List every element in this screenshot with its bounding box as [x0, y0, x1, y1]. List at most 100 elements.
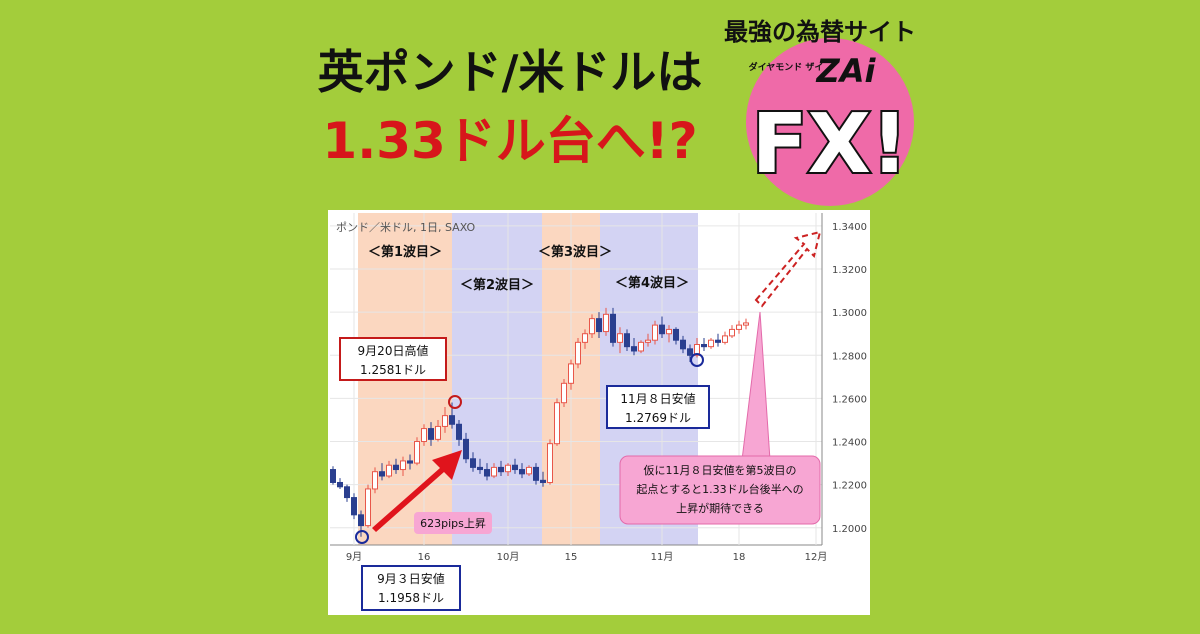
candle-body: [351, 497, 357, 516]
logo-circle: [746, 38, 914, 206]
headline-2: 1.33ドル台へ!?: [322, 112, 697, 170]
y-tick-label: 1.2800: [832, 351, 867, 362]
logo-tagline: 最強の為替サイト: [724, 18, 916, 46]
candle-body: [463, 438, 469, 460]
forecast-text: 起点とすると1.33ドル台後半への: [636, 482, 803, 496]
candle-body: [603, 313, 609, 333]
candle-body: [365, 488, 371, 527]
candle-body: [624, 333, 630, 348]
candle-body: [582, 333, 588, 343]
candle-body: [715, 339, 721, 343]
callout-box: [361, 565, 461, 611]
candle-body: [505, 464, 511, 473]
forecast-box: [619, 455, 821, 525]
candle-body: [386, 464, 392, 477]
candle-body: [330, 469, 336, 483]
wave-label: ＜第2波目＞: [460, 277, 534, 293]
y-tick-label: 1.2400: [832, 438, 867, 449]
logo-brand: ZAi: [816, 52, 877, 90]
candle-body: [519, 469, 525, 475]
candle-body: [722, 335, 728, 343]
candle-body: [379, 471, 385, 477]
x-tick-label: 15: [565, 552, 578, 563]
rise-arrow: [372, 450, 462, 532]
callout-box: [339, 337, 447, 381]
callout-text: 1.1958ドル: [378, 591, 444, 605]
y-tick-label: 1.2600: [832, 394, 867, 405]
callout-text: 1.2769ドル: [625, 411, 691, 425]
candle-body: [687, 348, 693, 356]
wave-band: [452, 213, 542, 545]
candle-body: [729, 328, 735, 337]
candle-body: [680, 339, 686, 350]
candle-body: [407, 460, 413, 464]
x-tick-label: 12月: [805, 551, 828, 563]
candle-body: [512, 464, 518, 471]
y-tick-label: 1.3200: [832, 265, 867, 276]
chart-title: ポンド／米ドル, 1日, SAXO: [336, 221, 476, 234]
forecast-text: 仮に11月８日安値を第5波目の: [644, 463, 797, 477]
candle-body: [631, 346, 637, 352]
candle-body: [344, 486, 350, 499]
candle-body: [358, 514, 364, 527]
candle-body: [442, 415, 448, 427]
candle-body: [638, 341, 644, 352]
headline: 英ポンド/米ドルは: [318, 45, 703, 99]
candle-body: [575, 341, 581, 365]
candle-body: [708, 339, 714, 348]
candle-body: [435, 425, 441, 440]
rise-label-box: [414, 512, 492, 534]
x-tick-label: 11月: [651, 551, 674, 563]
candle-body: [470, 458, 476, 468]
callout-marker: [355, 530, 369, 544]
candle-body: [421, 428, 427, 443]
candle-body: [666, 328, 672, 335]
projection-arrow: [754, 230, 822, 308]
callout-box: [606, 385, 710, 429]
candle-body: [484, 469, 490, 477]
candle-body: [547, 443, 553, 483]
forecast-text: 上昇が期待できる: [676, 501, 764, 515]
candle-body: [540, 479, 546, 483]
candle-body: [617, 333, 623, 343]
candle-body: [372, 471, 378, 490]
x-tick-label: 9月: [346, 551, 362, 563]
candle-body: [694, 344, 700, 356]
callout-text: 1.2581ドル: [360, 363, 426, 377]
wave-label: ＜第3波目＞: [538, 244, 612, 260]
rise-label: 623pips上昇: [420, 517, 486, 530]
candle-body: [645, 339, 651, 343]
candle-body: [449, 415, 455, 425]
y-tick-label: 1.3000: [832, 308, 867, 319]
x-tick-label: 10月: [497, 551, 520, 563]
candle-body: [393, 464, 399, 471]
candle-body: [701, 344, 707, 348]
logo-fx: FX!: [752, 97, 909, 192]
y-tick-label: 1.3400: [832, 222, 867, 233]
candle-body: [652, 324, 658, 341]
x-tick-label: 18: [733, 552, 746, 563]
callout-marker: [690, 353, 704, 367]
wave-label: ＜第1波目＞: [368, 244, 442, 260]
candle-body: [610, 313, 616, 343]
candle-body: [533, 466, 539, 481]
candle-body: [736, 324, 742, 330]
callout-marker: [448, 395, 462, 409]
candle-body: [337, 481, 343, 488]
candle-body: [589, 318, 595, 335]
candle-body: [491, 466, 497, 477]
candle-body: [596, 318, 602, 333]
callout-text: 11月８日安値: [620, 391, 695, 406]
candle-body: [498, 466, 504, 473]
wave-label: ＜第4波目＞: [615, 275, 689, 291]
candle-body: [568, 363, 574, 384]
logo-small: ダイヤモンド ザイ: [749, 61, 824, 73]
candle-body: [554, 402, 560, 445]
candle-body: [428, 428, 434, 440]
candle-body: [414, 441, 420, 464]
callout-text: 9月20日高値: [358, 343, 429, 358]
candle-body: [561, 382, 567, 404]
candle-body: [659, 324, 665, 335]
